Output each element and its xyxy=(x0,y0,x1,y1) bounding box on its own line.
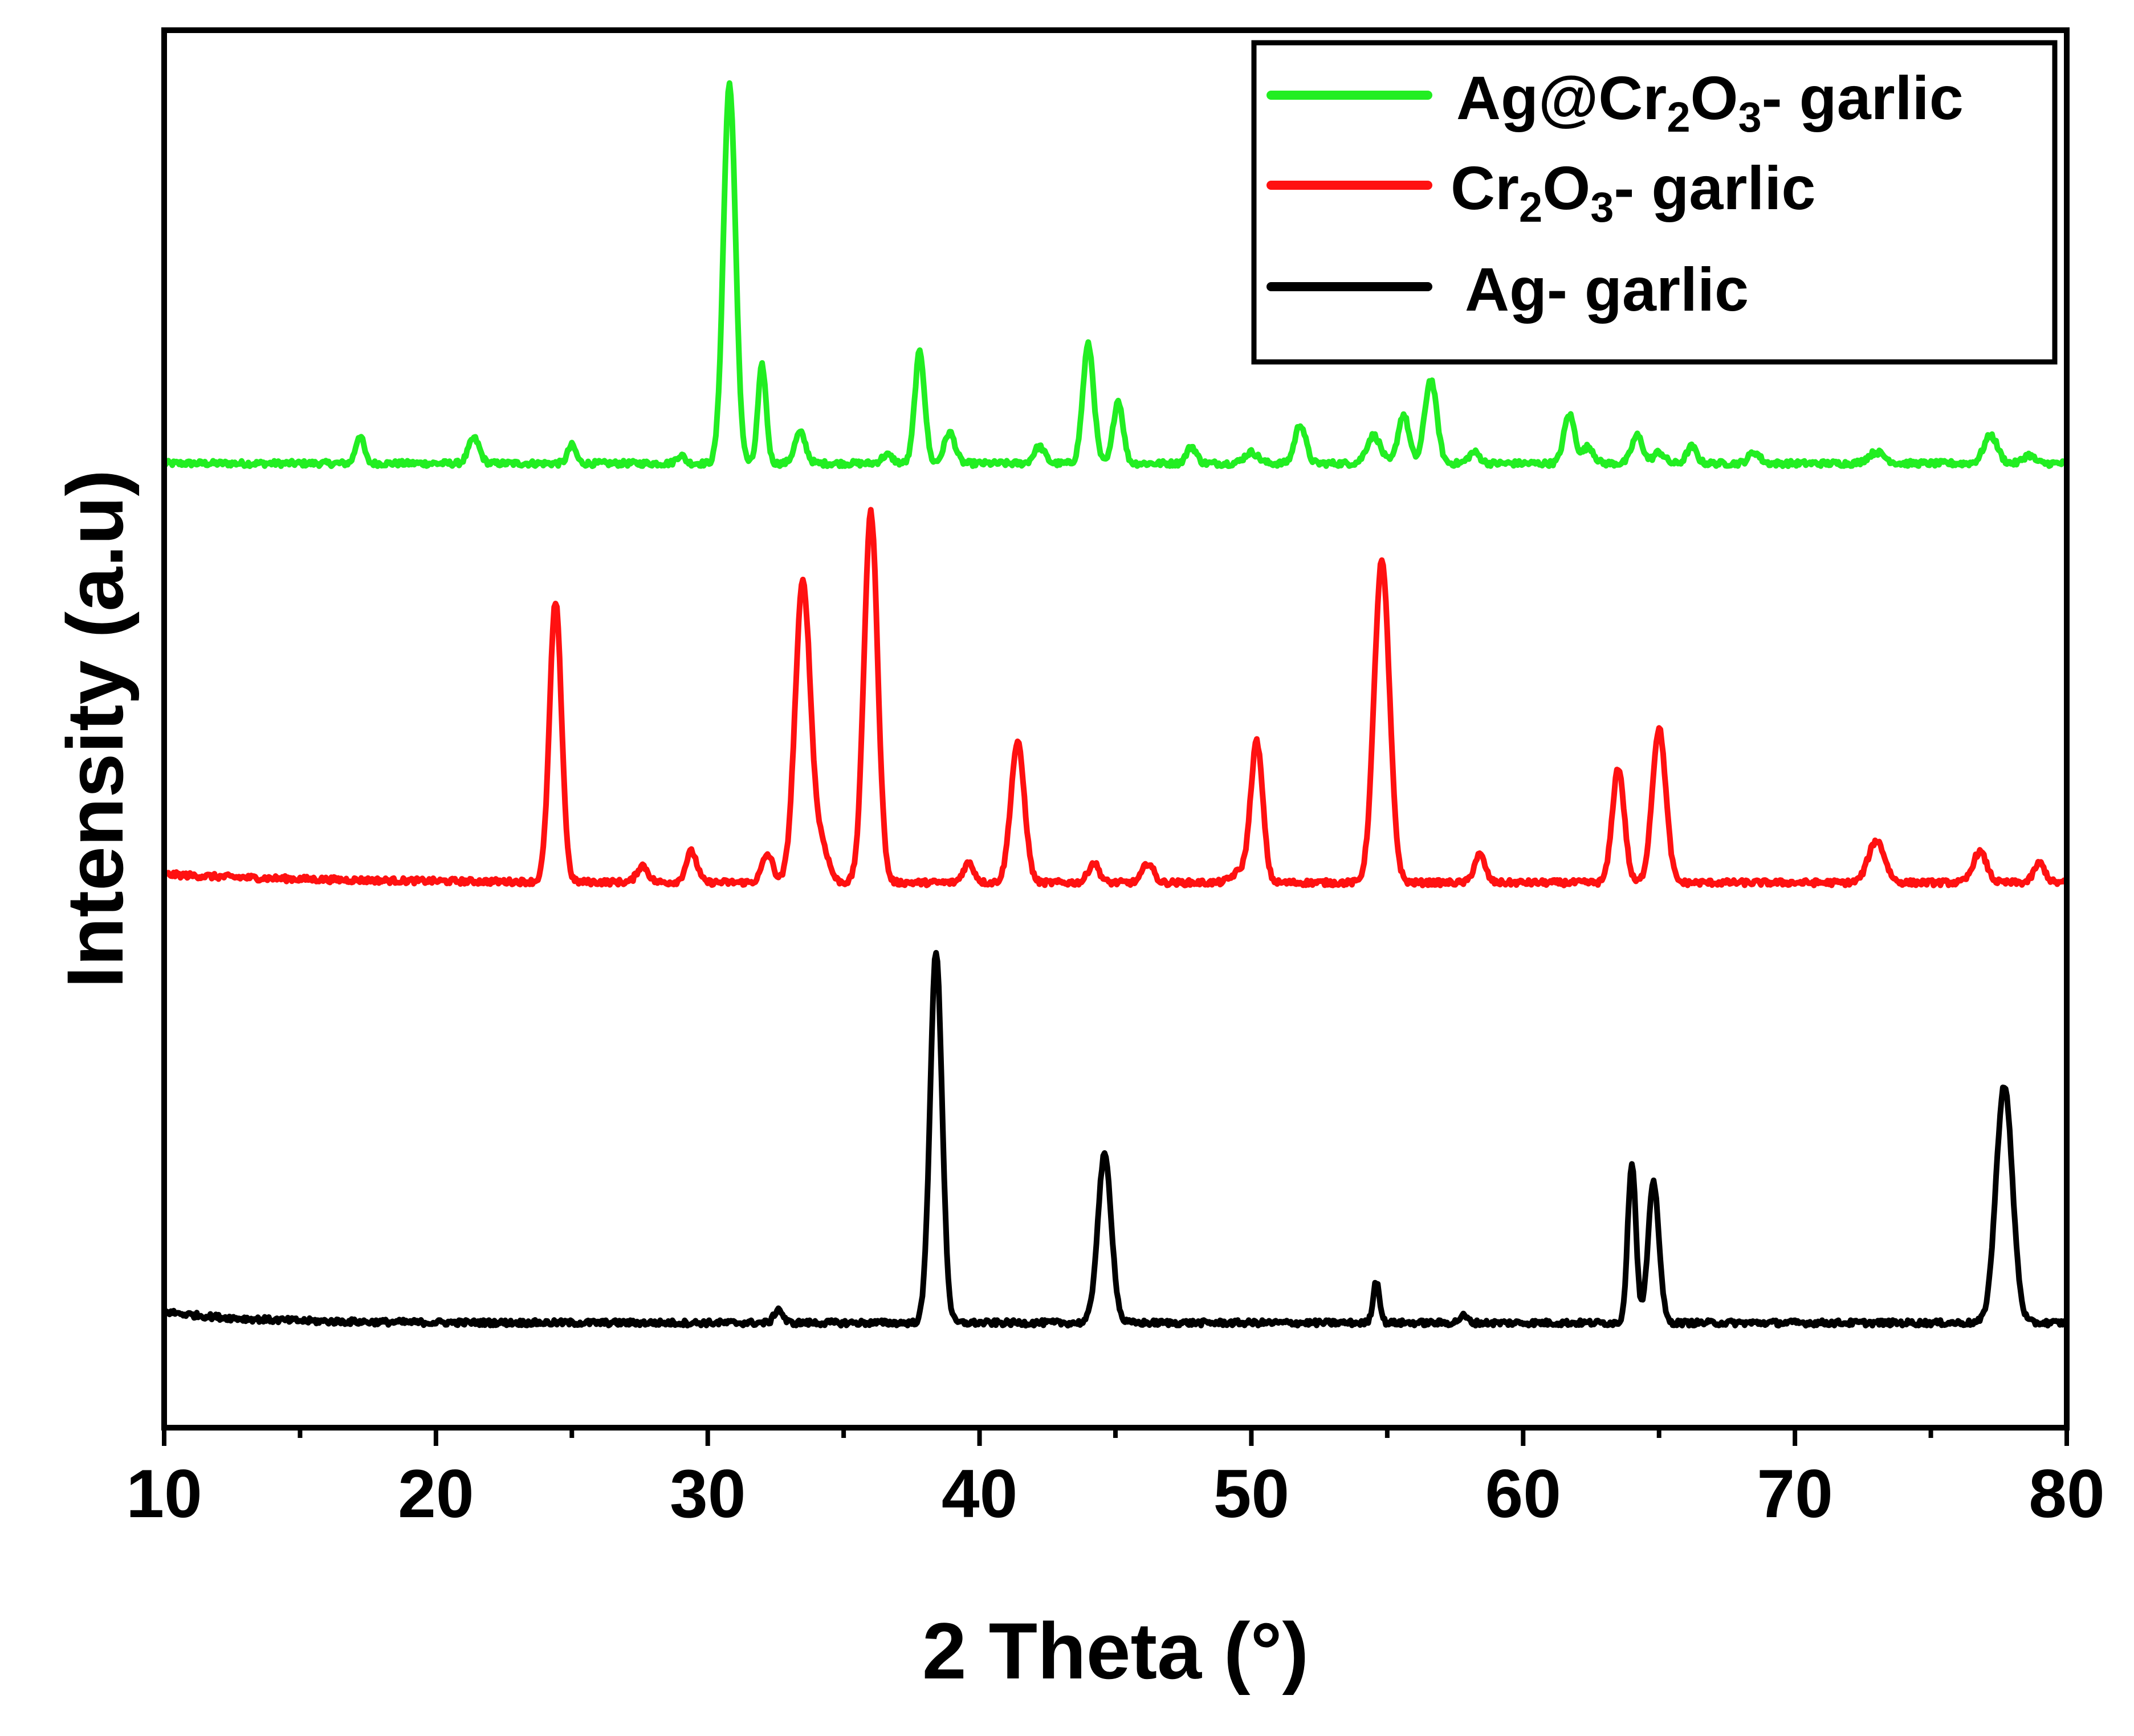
x-tick-label-10: 10 xyxy=(126,1456,202,1532)
x-axis: 10 20 30 40 50 60 70 80 xyxy=(126,1428,2105,1532)
legend-label-ag-cr2o3-garlic: Ag@Cr2O3- garlic xyxy=(1456,63,1964,141)
x-tick-label-60: 60 xyxy=(1485,1456,1561,1532)
legend-label-ag-garlic: Ag- garlic xyxy=(1465,255,1749,324)
x-tick-label-50: 50 xyxy=(1213,1456,1289,1532)
legend-label-cr2o3-garlic: Cr2O3- garlic xyxy=(1451,153,1815,231)
series-line-cr2o3-garlic xyxy=(161,507,2070,889)
y-axis-title: Intensity (a.u) xyxy=(50,470,140,988)
x-tick-label-30: 30 xyxy=(670,1456,746,1532)
x-tick-label-40: 40 xyxy=(942,1456,1017,1532)
series-line-ag-garlic xyxy=(161,949,2070,1329)
legend: Ag@Cr2O3- garlic Cr2O3- garlic Ag- garlic xyxy=(1251,40,2058,365)
x-tick-label-20: 20 xyxy=(398,1456,474,1532)
x-axis-title: 2 Theta (°) xyxy=(922,1606,1309,1696)
series-layer xyxy=(161,80,2070,1329)
x-tick-label-80: 80 xyxy=(2029,1456,2104,1532)
x-tick-label-70: 70 xyxy=(1757,1456,1832,1532)
series-line-ag-cr2o3-garlic xyxy=(161,80,2070,469)
